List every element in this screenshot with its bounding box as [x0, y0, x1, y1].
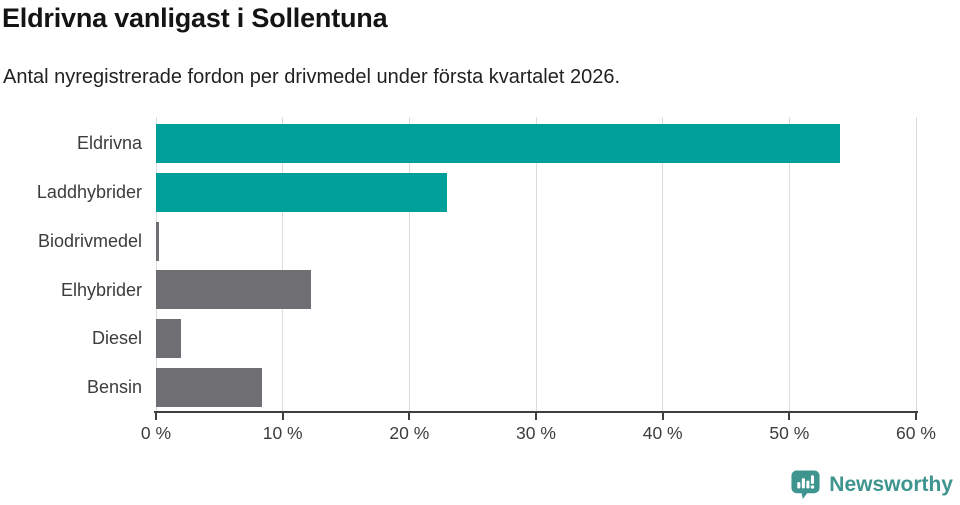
category-label: Elhybrider: [60, 279, 142, 300]
gridline: [535, 117, 537, 412]
bar-eldrivna: [156, 123, 840, 163]
axis-tick: [281, 411, 284, 420]
axis-tick: [408, 411, 411, 420]
brand-name: Newsworthy: [829, 472, 953, 496]
gridline: [282, 117, 284, 412]
axis-tick: [661, 411, 664, 420]
bar-elhybrider: [156, 270, 311, 310]
axis-tick-label: 20 %: [389, 423, 430, 443]
axis-tick: [915, 411, 917, 420]
axis-tick: [155, 411, 157, 420]
gridline: [408, 117, 410, 412]
category-label: Eldrivna: [76, 133, 142, 153]
category-label: Diesel: [91, 328, 142, 349]
gridline: [788, 117, 790, 412]
bar-diesel: [156, 319, 182, 359]
category-labels: Eldrivna Laddhybrider Biodrivmedel Elhybrid…: [0, 119, 142, 412]
axis-tick-label: 0 %: [140, 423, 172, 443]
axis-tick-label: 10 %: [262, 423, 303, 443]
category-label: Biodrivmedel: [37, 230, 142, 251]
category-label: Laddhybrider: [36, 181, 142, 202]
brand-footer: Newsworthy: [790, 469, 953, 500]
axis-tick-label: 40 %: [642, 423, 683, 443]
bar-laddhybrider: [156, 172, 448, 212]
axis-tick: [788, 411, 791, 420]
bar-biodrivmedel: [156, 221, 159, 261]
gridline: [915, 117, 917, 412]
chart-subtitle: Antal nyregistrerade fordon per drivmede…: [3, 66, 621, 88]
axis-tick-label: 60 %: [896, 423, 936, 443]
gridline: [662, 117, 664, 412]
newsworthy-logo-icon: [791, 470, 820, 500]
category-label: Bensin: [86, 377, 142, 398]
axis-tick: [535, 411, 537, 420]
axis-tick-label: 50 %: [769, 423, 810, 443]
bar-bensin: [156, 368, 263, 408]
chart-title: Eldrivna vanligast i Sollentuna: [2, 3, 388, 33]
plot-area: [155, 117, 917, 412]
gridline: [155, 117, 157, 412]
axis-tick-label: 30 %: [516, 423, 556, 443]
